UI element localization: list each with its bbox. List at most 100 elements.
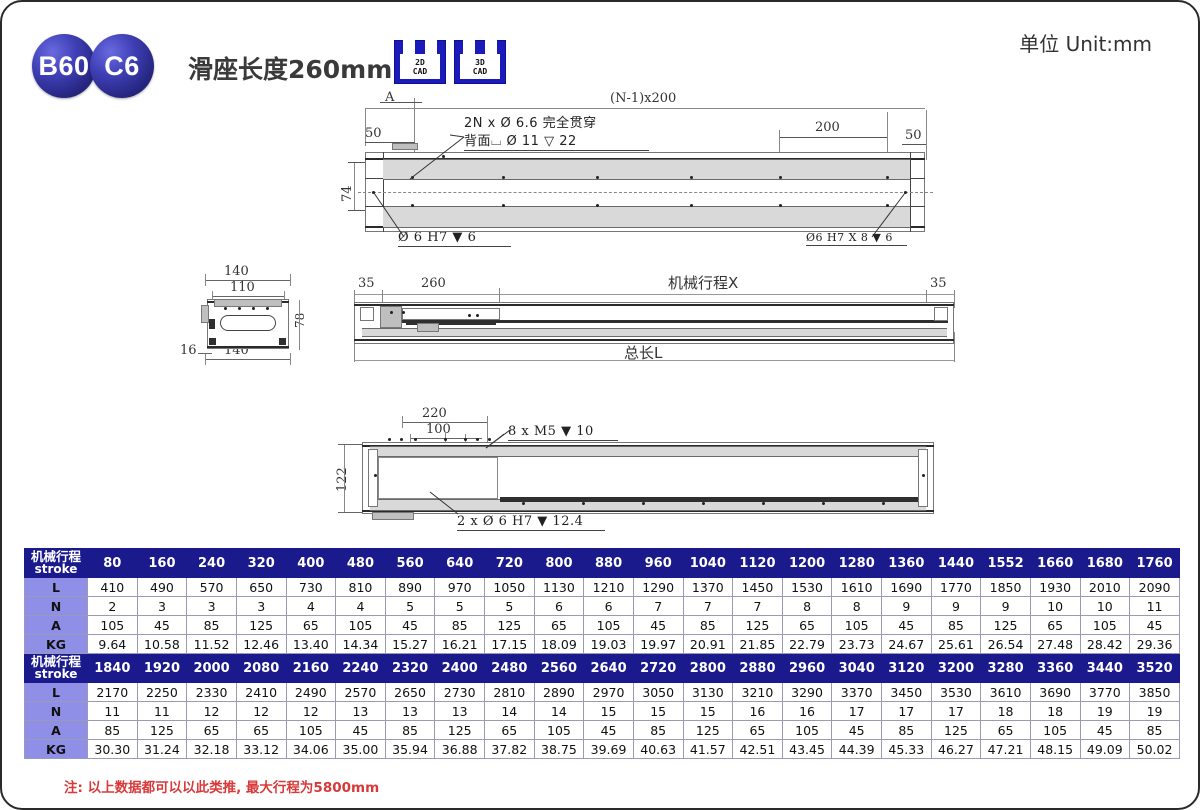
- cad-3d-download-icon[interactable]: 3D CAD: [454, 40, 506, 84]
- table-cell: 2890: [533, 682, 585, 702]
- table-cell: 25.61: [930, 634, 982, 654]
- table-row: L 410 490 570 650 730 810 890 970 1050 1130 1210 129…: [24, 577, 1180, 597]
- table-cell: 85: [1129, 720, 1180, 740]
- table-cell: 8: [831, 596, 882, 616]
- stroke-value-cell: 3280: [980, 653, 1031, 683]
- table-cell: 45: [632, 615, 684, 635]
- cad-3d-notch-right: [485, 40, 497, 57]
- stroke-value-cell: 80: [87, 548, 138, 578]
- table-cell: 5: [484, 596, 535, 616]
- table-cell: 46.27: [930, 739, 982, 759]
- table-cell: 26.54: [980, 634, 1031, 654]
- stroke-value-cell: 2880: [732, 653, 783, 683]
- table-cell: 65: [980, 720, 1031, 740]
- table-cell: 45: [1079, 720, 1131, 740]
- row-label-cell: N: [24, 701, 88, 721]
- table-cell: 3: [186, 596, 237, 616]
- stroke-value-cell: 2000: [186, 653, 237, 683]
- stroke-header-cell: 机械行程 stroke: [24, 548, 88, 578]
- specification-table-body: 机械行程 stroke 80 160 240 320 400 480 560 640 720 800 8…: [24, 548, 1180, 759]
- bottom-view-note-pin: 2 x Ø 6 H7 ▼ 12.4: [457, 514, 605, 531]
- table-cell: 9: [881, 596, 932, 616]
- table-cell: 45: [136, 615, 188, 635]
- top-view-dim-50-right: 50: [905, 128, 922, 143]
- table-cell: 39.69: [583, 739, 634, 759]
- table-cell: 2810: [484, 682, 535, 702]
- table-cell: 105: [285, 720, 337, 740]
- table-cell: 40.63: [632, 739, 684, 759]
- table-cell: 13.40: [285, 634, 337, 654]
- table-cell: 17: [881, 701, 932, 721]
- table-cell: 650: [235, 577, 287, 597]
- table-cell: 65: [781, 615, 833, 635]
- table-cell: 810: [335, 577, 386, 597]
- table-cell: 14.34: [335, 634, 386, 654]
- bottom-view-dim-122: 122: [335, 467, 350, 492]
- table-cell: 18.09: [533, 634, 585, 654]
- top-view-leader-lines: [373, 134, 906, 238]
- badge-b60: B60: [32, 34, 96, 98]
- cad-2d-notch-right: [425, 40, 437, 57]
- stroke-value-cell: 320: [235, 548, 287, 578]
- row-label-cell: A: [24, 615, 88, 635]
- table-cell: 45: [1129, 615, 1180, 635]
- table-cell: 9.64: [87, 634, 138, 654]
- table-cell: 105: [1079, 615, 1131, 635]
- page-title: 滑座长度260mm: [188, 55, 393, 84]
- stroke-header-cell: 机械行程 stroke: [24, 653, 88, 683]
- stroke-value-cell: 160: [136, 548, 188, 578]
- table-cell: 11.52: [186, 634, 237, 654]
- table-cell: 7: [682, 596, 734, 616]
- table-cell: 19.03: [583, 634, 634, 654]
- table-cell: 20.91: [682, 634, 734, 654]
- table-cell: 15: [682, 701, 734, 721]
- table-row: L 2170 2250 2330 2410 2490 2570 2650 2730 2810 289…: [24, 682, 1180, 702]
- top-view-dim-200: 200: [815, 120, 840, 135]
- table-cell: 65: [732, 720, 783, 740]
- table-cell: 30.30: [87, 739, 138, 759]
- table-cell: 5: [434, 596, 485, 616]
- stroke-value-cell: 2400: [434, 653, 485, 683]
- table-cell: 34.06: [285, 739, 337, 759]
- table-cell: 1370: [682, 577, 734, 597]
- table-cell: 45: [384, 615, 436, 635]
- table-cell: 125: [434, 720, 485, 740]
- stroke-value-cell: 960: [632, 548, 684, 578]
- table-cell: 11: [1129, 596, 1180, 616]
- table-cell: 47.21: [980, 739, 1031, 759]
- bottom-view-dim-100: 100: [426, 422, 451, 437]
- table-cell: 65: [1029, 615, 1081, 635]
- top-view-note-pin-left: Ø 6 H7 ▼ 6: [398, 230, 511, 247]
- table-cell: 730: [285, 577, 337, 597]
- row-label-cell: N: [24, 596, 88, 616]
- table-row: N 11 11 12 12 12 13 13 13 14 14 15 15 15 16 16 17 17 17 18 1…: [24, 701, 1180, 721]
- table-cell: 125: [136, 720, 188, 740]
- table-cell: 37.82: [484, 739, 535, 759]
- table-cell: 1450: [732, 577, 783, 597]
- table-cell: 2330: [186, 682, 237, 702]
- table-cell: 3690: [1029, 682, 1081, 702]
- table-cell: 7: [732, 596, 783, 616]
- side-view-label-total-length: 总长L: [624, 344, 663, 362]
- table-cell: 16: [732, 701, 783, 721]
- stroke-value-cell: 1120: [732, 548, 783, 578]
- stroke-value-cell: 720: [484, 548, 535, 578]
- table-cell: 2970: [583, 682, 634, 702]
- table-cell: 50.02: [1129, 739, 1180, 759]
- stroke-value-cell: 2800: [682, 653, 734, 683]
- cad-2d-download-icon[interactable]: 2D CAD: [394, 40, 446, 84]
- stroke-value-cell: 3520: [1129, 653, 1180, 683]
- table-cell: 27.48: [1029, 634, 1081, 654]
- table-cell: 1290: [632, 577, 684, 597]
- table-cell: 14: [533, 701, 585, 721]
- table-cell: 3450: [881, 682, 932, 702]
- table-cell: 85: [186, 615, 237, 635]
- table-cell: 44.39: [831, 739, 882, 759]
- table-cell: 105: [831, 615, 882, 635]
- stroke-value-cell: 2720: [632, 653, 684, 683]
- end-view-dim-110: 110: [230, 280, 255, 295]
- table-cell: 9: [930, 596, 982, 616]
- table-cell: 3530: [930, 682, 982, 702]
- row-label-cell: A: [24, 720, 88, 740]
- stroke-value-cell: 3440: [1079, 653, 1131, 683]
